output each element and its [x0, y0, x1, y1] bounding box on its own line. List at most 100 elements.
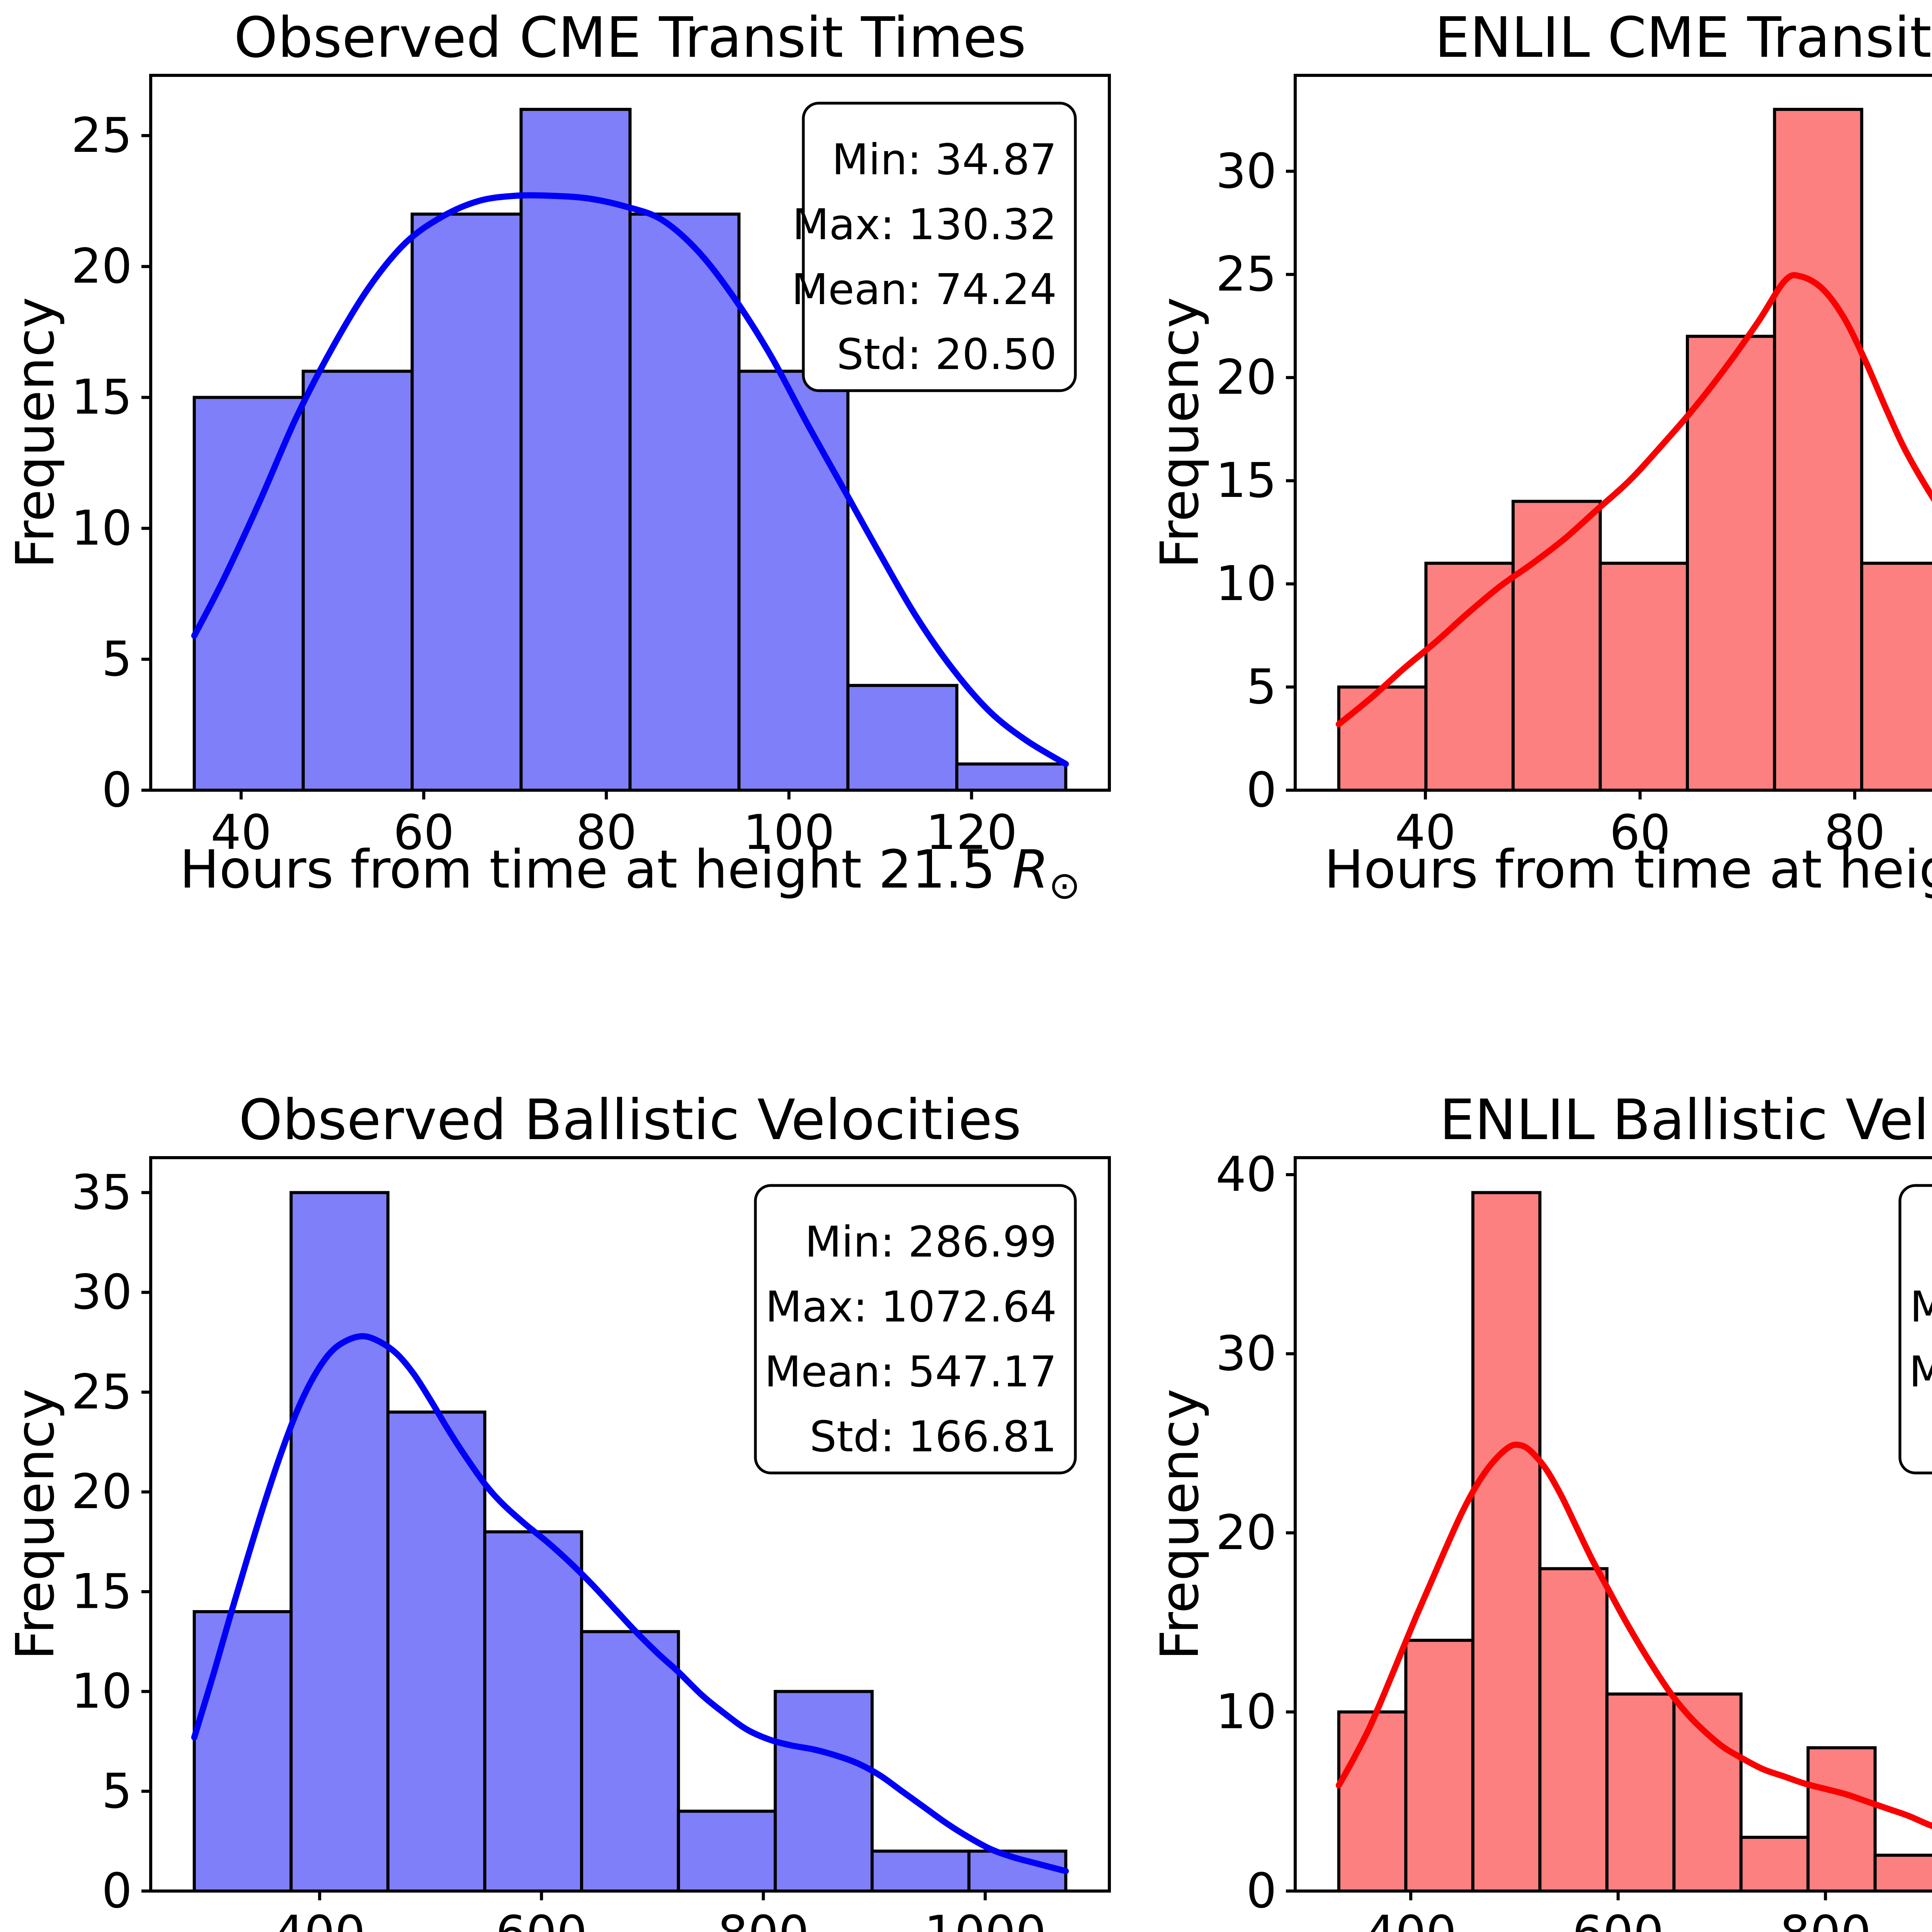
- y-tick-label: 0: [1246, 1863, 1277, 1919]
- y-tick-label: 35: [71, 1165, 132, 1220]
- x-tick-label: 400: [274, 1906, 366, 1932]
- histogram-bar: [1873, 1854, 1932, 1893]
- histogram-bar: [628, 213, 741, 792]
- y-tick-label: 10: [1216, 556, 1277, 612]
- histogram-bar: [1773, 108, 1864, 792]
- histogram-bar: [677, 1810, 777, 1893]
- histogram-bar: [1337, 685, 1428, 792]
- y-tick-label: 30: [1216, 1326, 1277, 1382]
- y-tick-label: 30: [1216, 143, 1277, 199]
- stats-box-frame: [1898, 1184, 1932, 1475]
- histogram-bar: [483, 1530, 583, 1893]
- chart-title: ENLIL Ballistic Velocities: [1439, 1087, 1932, 1152]
- histogram-bar: [289, 1191, 389, 1893]
- y-tick-label: 10: [71, 500, 132, 556]
- histogram-bar: [519, 108, 632, 792]
- histogram-bars: [192, 1191, 1068, 1893]
- histogram-bar: [192, 1610, 293, 1893]
- histogram-bar: [1404, 1639, 1475, 1893]
- stats-line-min: Min: 286.99: [805, 1217, 1057, 1267]
- kde-curve: [1335, 1441, 1932, 1829]
- stats-line-mean: Mean: 547.17: [764, 1347, 1057, 1396]
- y-axis-label: Frequency: [1150, 297, 1211, 569]
- stats-box: Min: 34.87 Max: 130.32 Mean: 74.24 Std: 20.…: [791, 102, 1077, 392]
- x-tick-label: 400: [1365, 1906, 1457, 1932]
- histogram-bar: [1599, 561, 1689, 792]
- histogram-bar: [1672, 1692, 1743, 1893]
- stats-line-max: Max: 130.32: [793, 200, 1057, 249]
- x-tick-label: 800: [718, 1906, 809, 1932]
- x-tick-label: 1000: [924, 1906, 1046, 1932]
- y-tick-label: 5: [102, 1764, 132, 1819]
- x-axis-label: Hours from time at height 21.5 R⊙: [1324, 839, 1932, 908]
- kde-curve: [191, 192, 1069, 767]
- histogram-bar: [410, 213, 523, 792]
- histogram-bar: [1739, 1835, 1810, 1893]
- stats-line-max: Max: 1072.64: [765, 1282, 1057, 1332]
- y-axis-label: Frequency: [1150, 1389, 1211, 1660]
- y-tick-label: 10: [1216, 1684, 1277, 1740]
- histogram-bar: [1806, 1746, 1877, 1893]
- histogram-bar: [1860, 561, 1932, 792]
- histogram-bar: [580, 1630, 680, 1893]
- histogram-bar: [1538, 1567, 1609, 1893]
- axes-spines: [149, 1156, 1111, 1893]
- axes-spines: [1294, 74, 1932, 792]
- histogram-bar: [967, 1849, 1068, 1893]
- y-tick-label: 25: [71, 1364, 132, 1420]
- histogram-bar: [192, 396, 305, 792]
- y-tick-label: 20: [1216, 1505, 1277, 1561]
- y-tick-label: 0: [1246, 762, 1277, 818]
- stats-box: Min: 330.58Max: 1171.17Mean: 573.44Std: …: [1898, 1184, 1932, 1475]
- chart-title: Observed Ballistic Velocities: [239, 1087, 1021, 1152]
- x-tick-label: 600: [1572, 1906, 1664, 1932]
- stats-line-mean: Mean: 74.24: [791, 265, 1057, 314]
- y-axis-label: Frequency: [5, 297, 66, 569]
- x-tick-label: 40: [211, 805, 272, 861]
- chart-title: Observed CME Transit Times: [234, 5, 1026, 70]
- y-tick-label: 20: [71, 1464, 132, 1520]
- x-tick-label: 80: [576, 805, 637, 861]
- histogram-bar: [386, 1410, 486, 1893]
- histogram-bar: [737, 369, 850, 792]
- histogram-bar: [1424, 561, 1515, 792]
- y-tick-label: 15: [71, 1564, 132, 1619]
- y-tick-label: 0: [102, 762, 132, 818]
- axes-spines: [1294, 1156, 1932, 1893]
- stats-line-max: Max: 1171.17: [1910, 1282, 1932, 1332]
- y-tick-label: 25: [1216, 247, 1277, 302]
- histogram-bar: [774, 1690, 874, 1893]
- histogram-bars: [1337, 108, 1932, 792]
- y-tick-label: 5: [102, 631, 132, 687]
- stats-box: Min: 286.99 Max: 1072.64 Mean: 547.17 Std: …: [754, 1184, 1077, 1475]
- stats-line-std: Std: 20.50: [837, 330, 1057, 379]
- y-tick-label: 15: [1216, 453, 1277, 509]
- histogram-bar: [1471, 1191, 1542, 1893]
- x-tick-label: 120: [926, 805, 1017, 861]
- x-tick-label: 800: [1780, 1906, 1871, 1932]
- stats-box-frame: [754, 1184, 1077, 1475]
- x-tick-label: 100: [743, 805, 835, 861]
- stats-line-mean: Mean: 573.44: [1909, 1347, 1932, 1396]
- y-tick-label: 10: [71, 1664, 132, 1719]
- x-tick-label: 40: [1395, 805, 1456, 861]
- stats-line-min: Min: 34.87: [832, 135, 1057, 184]
- y-tick-label: 20: [71, 239, 132, 294]
- y-tick-label: 5: [1246, 659, 1277, 715]
- histogram-bar: [1605, 1692, 1676, 1893]
- histogram-bar: [846, 684, 959, 792]
- y-tick-label: 20: [1216, 350, 1277, 405]
- x-axis-label: Hours from time at height 21.5 R⊙: [180, 839, 1080, 908]
- kde-curve: [191, 1333, 1069, 1874]
- subplot-enlil-ballistic-velocities: 40060080010001200010203040ENLIL Ballisti…: [1150, 1087, 1932, 1932]
- histogram-bars: [192, 108, 1068, 792]
- x-tick-label: 600: [496, 1906, 587, 1932]
- chart-title: ENLIL CME Transit Times: [1435, 5, 1932, 70]
- histogram-bar: [301, 369, 414, 792]
- subplot-observed-ballistic-velocities: 400 600 800 1000 0 5 10 15 20 25 30 35 Observed Ball…: [5, 1087, 1111, 1932]
- y-axis-label: Frequency: [5, 1389, 66, 1660]
- histogram-bar: [955, 762, 1068, 792]
- x-tick-label: 60: [393, 805, 454, 861]
